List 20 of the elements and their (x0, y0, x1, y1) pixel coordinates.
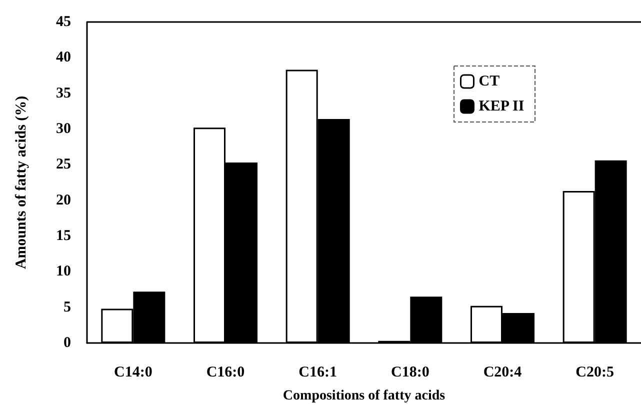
x-tick-label: C18:0 (391, 364, 430, 380)
x-tick-label: C14:0 (114, 364, 152, 380)
y-tick-label: 25 (56, 156, 71, 173)
y-tick-label: 20 (56, 192, 71, 208)
y-tick-label: 0 (64, 335, 71, 351)
x-axis-title: Compositions of fatty acids (282, 388, 446, 404)
y-tick-label: 40 (56, 50, 71, 66)
x-tick-label: C20:5 (576, 364, 614, 380)
y-tick-label: 45 (56, 14, 71, 30)
y-tick-label: 15 (56, 228, 71, 244)
legend-label: CT (478, 74, 500, 90)
y-tick-label: 35 (56, 85, 71, 102)
x-tick-label: C20:4 (483, 364, 522, 380)
y-axis-title: Amounts of fatty acids (%) (14, 96, 30, 270)
x-tick-label: C16:1 (298, 364, 337, 380)
legend-label: KEP II (478, 98, 524, 114)
y-tick-label: 5 (64, 299, 71, 316)
x-tick-label: C16:0 (206, 364, 245, 380)
y-tick-label: 30 (56, 121, 71, 137)
y-tick-label: 10 (56, 264, 71, 280)
